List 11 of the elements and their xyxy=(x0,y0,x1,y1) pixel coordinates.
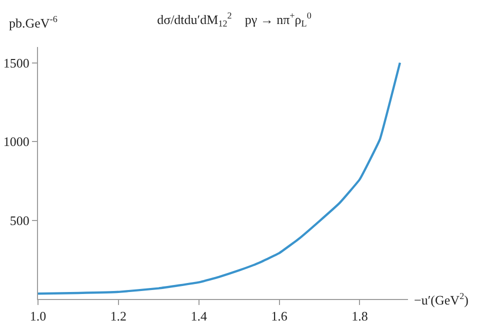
y-tick-label: 1500 xyxy=(3,55,30,70)
y-axis-title: pb.GeV$^{-6}$ xyxy=(9,14,58,30)
x-tick-label: 1.2 xyxy=(110,308,127,324)
x-tick-label: 1.4 xyxy=(190,308,208,324)
x-tick-label: 1.0 xyxy=(30,308,46,324)
y-tick-label: 1000 xyxy=(3,134,30,150)
x-tick-label: 1.6 xyxy=(271,308,288,324)
line-series xyxy=(38,62,402,295)
x-tick-label: 1.8 xyxy=(352,308,368,324)
x-axis-title: −u′(GeV$^{2}$) xyxy=(414,291,468,308)
y-tick-label: 500 xyxy=(10,212,30,228)
